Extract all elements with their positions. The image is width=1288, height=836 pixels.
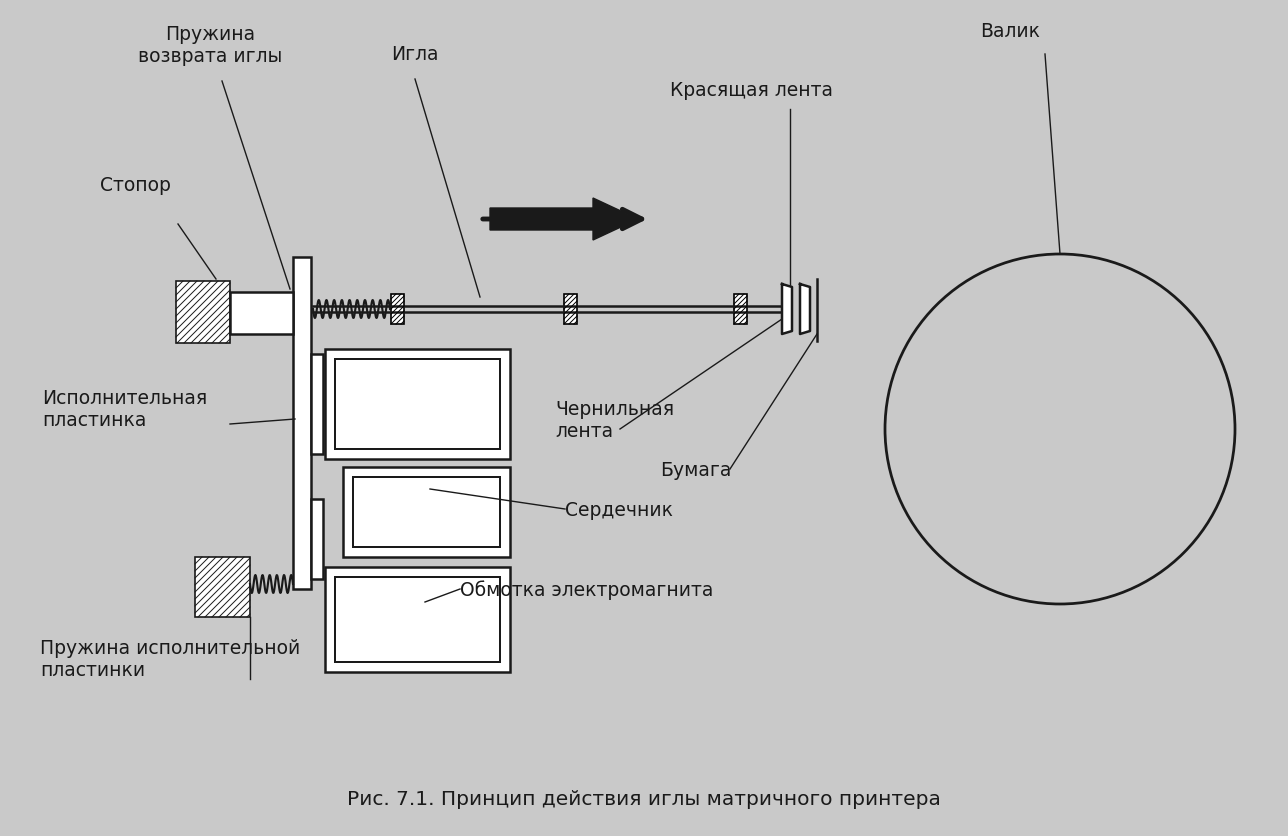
Bar <box>310 499 323 579</box>
Bar <box>392 294 404 324</box>
FancyArrow shape <box>489 199 638 241</box>
Text: Валик: Валик <box>980 22 1039 41</box>
Bar <box>343 467 510 558</box>
Text: Обмотка электромагнита: Обмотка электромагнита <box>460 579 714 599</box>
Bar <box>325 349 510 460</box>
Bar <box>734 294 747 324</box>
Text: Сердечник: Сердечник <box>565 500 674 519</box>
Bar <box>310 354 323 455</box>
Text: Игла: Игла <box>392 45 439 64</box>
Polygon shape <box>800 285 810 334</box>
Text: Стопор: Стопор <box>100 176 171 194</box>
Bar <box>335 359 500 450</box>
Bar <box>335 578 500 662</box>
Text: Пружина исполнительной
пластинки: Пружина исполнительной пластинки <box>40 639 300 680</box>
Text: Рис. 7.1. Принцип действия иглы матричного принтера: Рис. 7.1. Принцип действия иглы матрично… <box>346 789 942 808</box>
Bar <box>353 477 500 548</box>
Text: Красящая лента: Красящая лента <box>670 80 833 99</box>
Bar <box>231 293 292 334</box>
Text: Пружина
возврата иглы: Пружина возврата иглы <box>138 25 282 66</box>
Bar <box>194 558 250 617</box>
Bar <box>292 257 310 589</box>
Text: Исполнительная
пластинка: Исполнительная пластинка <box>43 389 207 430</box>
Bar <box>176 282 231 344</box>
Polygon shape <box>782 285 792 334</box>
Bar <box>325 568 510 672</box>
Bar <box>564 294 577 324</box>
Text: Чернильная
лента: Чернильная лента <box>555 400 674 441</box>
Text: Бумага: Бумага <box>659 460 732 479</box>
